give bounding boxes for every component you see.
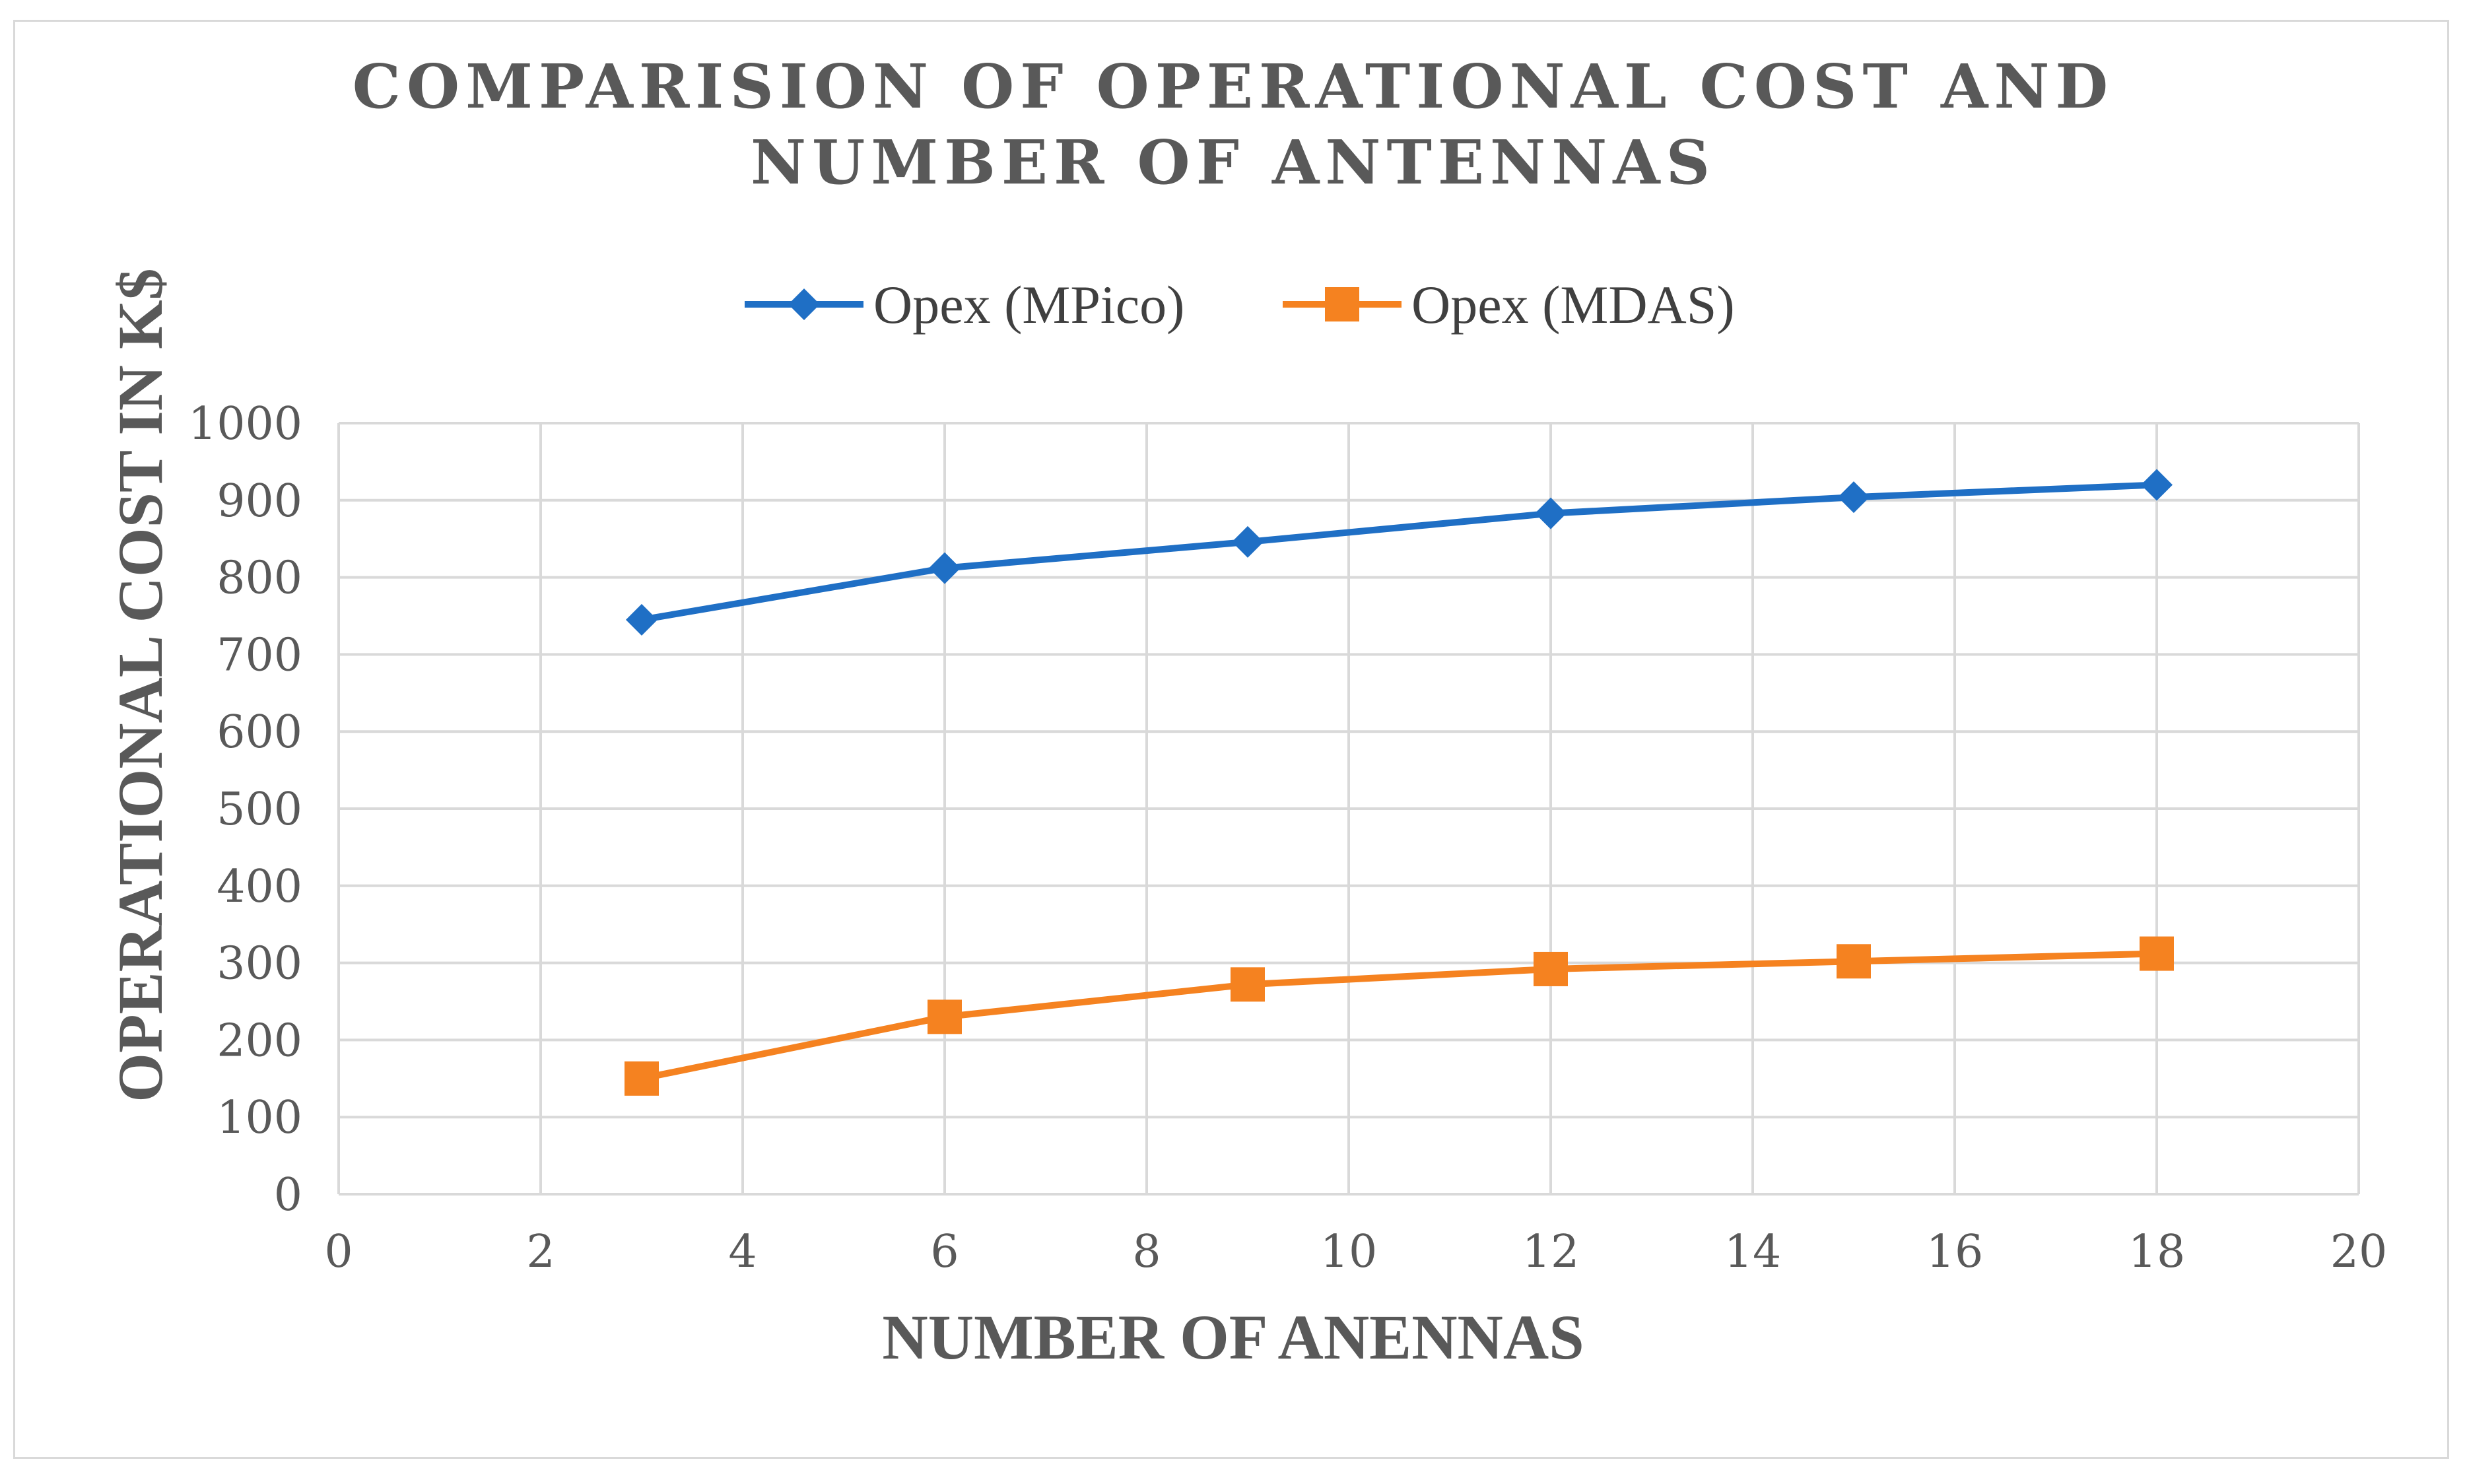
x-axis-title: NUMBER OF ANENNAS: [882, 1302, 1584, 1372]
data-point: [626, 603, 658, 636]
data-point: [1535, 497, 1567, 529]
series-layer: [625, 469, 2174, 1096]
y-tick-label: 500: [217, 784, 302, 836]
y-tick-label: 800: [217, 553, 302, 605]
x-tick-label: 20: [2330, 1226, 2388, 1278]
tick-labels: 0 2 4 6 8 10 12 14 16 18 2001002003004005006007008…: [188, 398, 2387, 1278]
x-tick-label: 4: [728, 1226, 757, 1278]
data-point: [2140, 936, 2174, 971]
series-1: [625, 936, 2174, 1096]
y-tick-label: 0: [274, 1169, 302, 1221]
y-tick-label: 600: [217, 706, 302, 759]
legend-label: Opex (MDAS): [1411, 275, 1735, 335]
legend-label: Opex (MPico): [873, 275, 1184, 335]
data-point: [1232, 525, 1264, 558]
y-tick-label: 900: [217, 475, 302, 527]
chart-title-line-2: NUMBER OF ANTENNAS: [751, 127, 1716, 198]
legend: Opex (MPico) Opex (MDAS): [745, 275, 1735, 335]
x-tick-label: 14: [1724, 1226, 1782, 1278]
y-tick-label: 1000: [188, 398, 302, 450]
legend-item-0: Opex (MPico): [745, 275, 1184, 335]
legend-item-1: Opex (MDAS): [1283, 275, 1735, 335]
legend-marker: [788, 288, 820, 320]
line-chart: COMPARISION OF OPERATIONAL COST AND NUMB…: [105, 51, 2387, 1372]
data-point: [928, 999, 962, 1034]
legend-marker: [1325, 287, 1359, 321]
x-tick-label: 0: [324, 1226, 353, 1278]
x-tick-label: 6: [930, 1226, 959, 1278]
data-point: [2141, 469, 2173, 501]
gridlines: [337, 422, 2360, 1196]
y-tick-label: 100: [217, 1092, 302, 1144]
x-tick-label: 18: [2128, 1226, 2186, 1278]
data-point: [1231, 967, 1265, 1002]
data-point: [1837, 944, 1871, 979]
data-point: [625, 1061, 659, 1096]
series-0: [626, 469, 2173, 636]
x-tick-label: 8: [1132, 1226, 1161, 1278]
series-line: [641, 481, 2157, 623]
y-tick-label: 400: [217, 861, 302, 913]
y-axis-title: OPERATIONAL COST IN K$: [105, 268, 176, 1102]
chart-frame: COMPARISION OF OPERATIONAL COST AND NUMB…: [13, 20, 2449, 1459]
data-point: [929, 552, 961, 584]
y-tick-label: 700: [217, 629, 302, 681]
y-tick-label: 200: [217, 1015, 302, 1067]
x-tick-label: 16: [1926, 1226, 1984, 1278]
chart-title-line-1: COMPARISION OF OPERATIONAL COST AND: [353, 51, 2114, 122]
y-tick-label: 300: [217, 938, 302, 990]
x-tick-label: 2: [526, 1226, 555, 1278]
series-line: [641, 950, 2157, 1082]
data-point: [1838, 481, 1870, 514]
x-tick-label: 12: [1522, 1226, 1580, 1278]
x-tick-label: 10: [1320, 1226, 1378, 1278]
data-point: [1534, 951, 1568, 986]
